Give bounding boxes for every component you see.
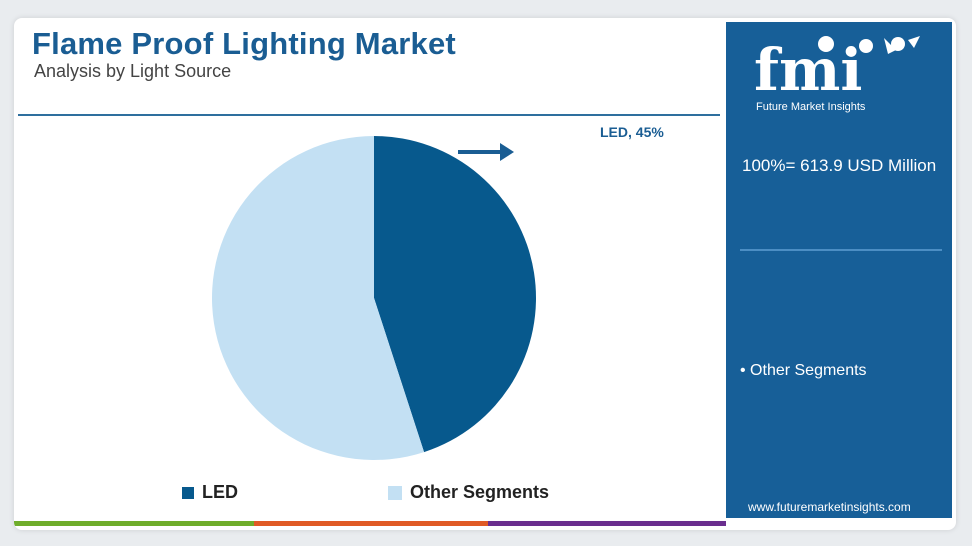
pie-slice-other-segments: [212, 136, 425, 460]
logo-lettering: fmi: [754, 36, 862, 104]
accent-bar-orange: [254, 521, 488, 526]
chart-card: Flame Proof Lighting Market Analysis by …: [14, 18, 956, 530]
sidebar-segment-note: • Other Segments: [740, 362, 867, 379]
legend-label-led: LED: [202, 482, 238, 502]
logo-tagline: Future Market Insights: [756, 101, 866, 113]
legend-item-other: Other Segments: [388, 482, 549, 503]
info-sidebar: fmi Future Market Insights 100%= 613.9 U…: [726, 22, 952, 518]
legend-label-other: Other Segments: [410, 482, 550, 502]
legend-swatch-other: [388, 485, 402, 500]
market-total: 100%= 613.9 USD Million: [742, 156, 937, 175]
header-divider: [18, 114, 720, 116]
fmi-logo: fmi Future Market Insights: [754, 36, 920, 113]
legend-item-led: LED: [182, 482, 238, 503]
callout-arrow-icon: [458, 143, 514, 161]
pie-chart: [212, 136, 537, 460]
website-link[interactable]: www.futuremarketinsights.com: [748, 500, 911, 514]
pie-slice-led: [374, 136, 537, 453]
legend-swatch-led: [182, 486, 194, 499]
chart-title: Flame Proof Lighting Market: [32, 26, 456, 61]
led-data-label: LED, 45%: [600, 124, 664, 140]
accent-bar-green: [14, 521, 254, 526]
sidebar-divider: [740, 249, 942, 251]
accent-bar-purple: [488, 521, 726, 526]
chart-subtitle: Analysis by Light Source: [34, 61, 232, 81]
